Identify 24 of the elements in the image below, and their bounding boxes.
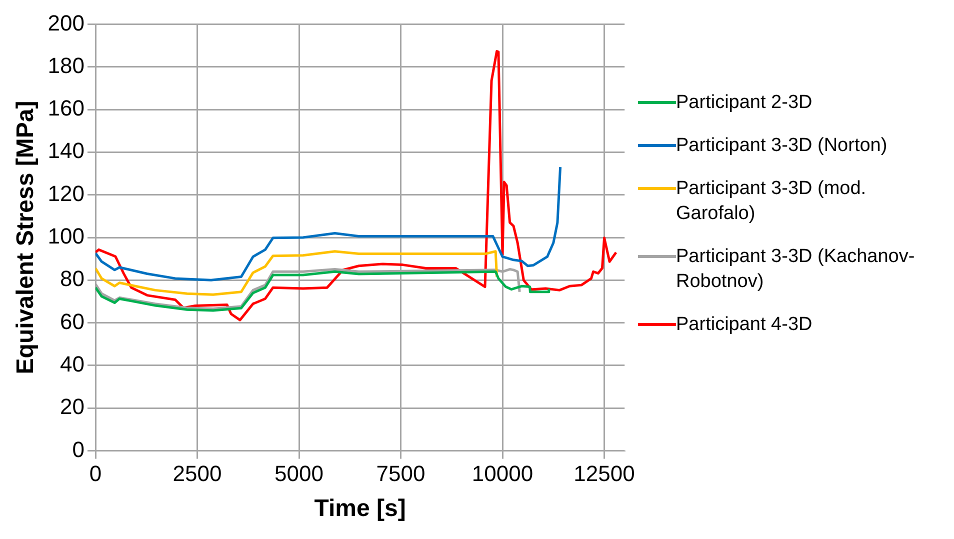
y-tick-label: 80 [60, 266, 85, 292]
y-tick-label: 20 [60, 394, 85, 420]
legend-label: Participant 3-3D (Kachanov-Robotnov) [676, 244, 916, 294]
y-tick-label: 140 [48, 138, 85, 164]
y-tick-label: 0 [72, 436, 85, 462]
y-tick-label: 160 [48, 96, 85, 121]
y-tick-label: 100 [48, 224, 85, 249]
x-axis-title: Time [s] [314, 495, 406, 522]
y-tick-label: 200 [48, 10, 85, 36]
x-tick-label: 7500 [376, 461, 426, 486]
legend-label: Participant 3-3D (mod. Garofalo) [676, 176, 868, 226]
y-tick-label: 180 [48, 52, 85, 78]
legend-label: Participant 2-3D [676, 90, 812, 114]
legend-label: Participant 3-3D (Norton) [676, 134, 888, 158]
legend-label: Participant 4-3D [676, 312, 812, 336]
x-tick-label: 0 [89, 461, 102, 486]
x-tick-label: 5000 [274, 461, 324, 486]
x-tick-label: 2500 [172, 461, 222, 486]
y-tick-label: 60 [60, 308, 85, 334]
x-tick-label: 10000 [472, 461, 534, 486]
y-tick-label: 40 [60, 352, 85, 377]
x-tick-label: 12500 [574, 461, 635, 486]
y-axis-title: Equivalent Stress [MPa] [12, 100, 40, 374]
y-tick-label: 120 [48, 180, 85, 206]
